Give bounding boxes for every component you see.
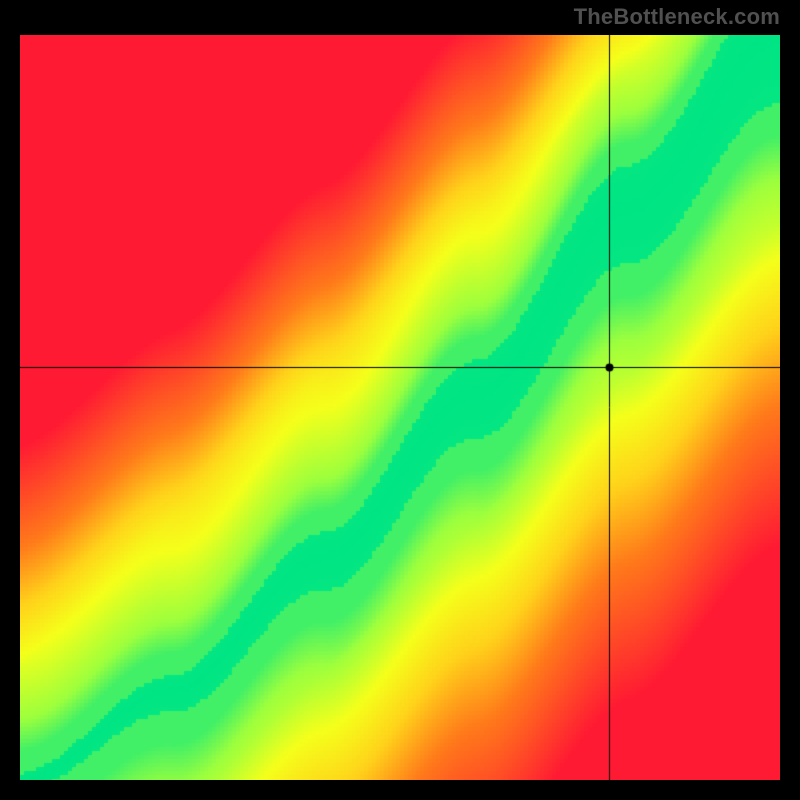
bottleneck-heatmap	[20, 35, 780, 780]
watermark-text: TheBottleneck.com	[574, 4, 780, 30]
